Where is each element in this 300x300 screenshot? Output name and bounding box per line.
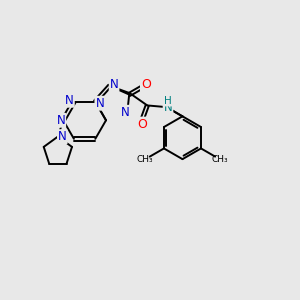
Text: N: N (95, 97, 104, 110)
Text: O: O (141, 78, 151, 92)
Text: N: N (121, 106, 130, 119)
Text: N: N (56, 114, 65, 127)
Text: N: N (65, 94, 74, 107)
Text: N: N (58, 130, 67, 143)
Text: CH₃: CH₃ (212, 155, 228, 164)
Text: N: N (164, 100, 172, 114)
Text: O: O (137, 118, 147, 130)
Text: H: H (164, 96, 172, 106)
Text: CH₃: CH₃ (137, 155, 154, 164)
Text: N: N (110, 78, 118, 91)
